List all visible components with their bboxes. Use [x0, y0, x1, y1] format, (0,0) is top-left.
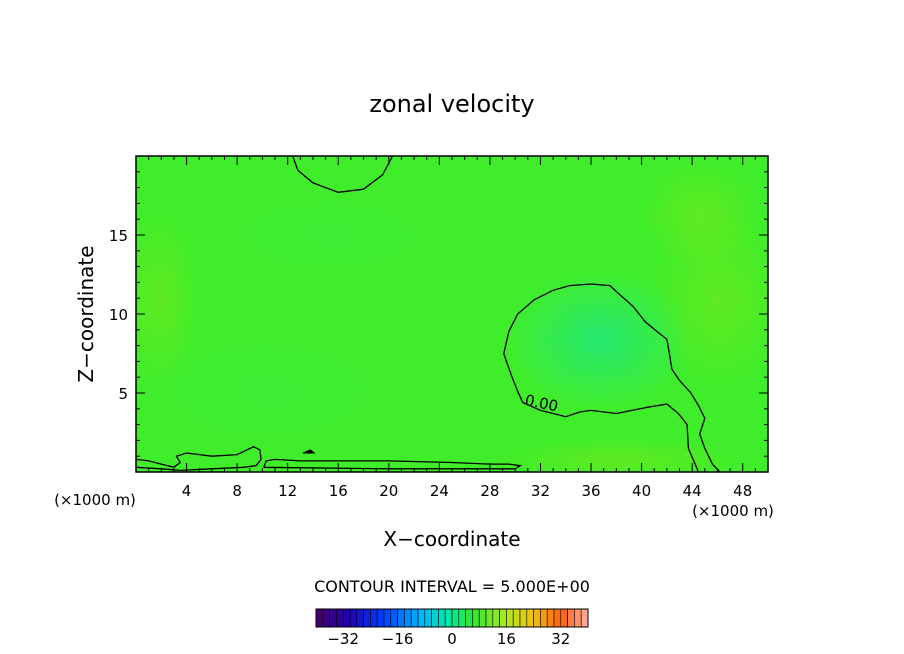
x-tick-label: 40 [632, 482, 651, 500]
colorbar-tick-label: 0 [447, 630, 457, 648]
x-tick-label: 24 [430, 482, 449, 500]
x-tick-label: 4 [182, 482, 192, 500]
axis-ticks [135, 156, 769, 472]
contour-line-small [302, 449, 316, 454]
colorbar-segment [370, 608, 378, 628]
colorbar [315, 608, 589, 628]
colorbar-segment [574, 608, 582, 628]
x-tick-label: 32 [531, 482, 550, 500]
colorbar-segment [336, 608, 344, 628]
colorbar-segment [472, 608, 480, 628]
colorbar-segment [451, 608, 460, 628]
colorbar-segment [424, 608, 432, 628]
colorbar-segment [329, 608, 337, 628]
colorbar-segment [526, 608, 534, 628]
y-tick-label: 5 [118, 385, 128, 403]
colorbar-segment [478, 608, 487, 628]
colorbar-segment [512, 608, 521, 628]
velocity-field [136, 156, 768, 472]
colorbar-segment [417, 608, 426, 628]
y-tick-label: 15 [109, 227, 128, 245]
y-tick-label: 10 [109, 306, 128, 324]
colorbar-segment [444, 608, 453, 628]
colorbar-segment [363, 608, 371, 628]
colorbar-segment [315, 608, 324, 628]
x-unit-left: (×1000 m) [54, 491, 136, 509]
colorbar-segment [376, 608, 385, 628]
colorbar-segment [546, 608, 555, 628]
colorbar-segment [356, 608, 364, 628]
colorbar-segment [397, 608, 405, 628]
colorbar-segment [410, 608, 419, 628]
colorbar-segment [492, 608, 500, 628]
x-tick-label: 48 [733, 482, 752, 500]
x-tick-label: 16 [329, 482, 348, 500]
x-tick-label: 28 [480, 482, 499, 500]
colorbar-segment [322, 608, 330, 628]
colorbar-segment [567, 608, 575, 628]
colorbar-segment [404, 608, 412, 628]
colorbar-segment [485, 608, 494, 628]
colorbar-tick-label: 16 [497, 630, 516, 648]
colorbar-segment [438, 608, 446, 628]
colorbar-tick-label: −16 [382, 630, 414, 648]
colorbar-segment [465, 608, 473, 628]
contour-interval-text: CONTOUR INTERVAL = 5.000E+00 [314, 577, 590, 596]
x-unit-right: (×1000 m) [692, 502, 774, 520]
colorbar-segment [383, 608, 392, 628]
colorbar-segment [499, 608, 507, 628]
x-tick-label: 20 [379, 482, 398, 500]
y-axis-label: Z−coordinate [74, 245, 98, 382]
x-tick-label: 44 [683, 482, 702, 500]
colorbar-segment [553, 608, 562, 628]
colorbar-segment [390, 608, 398, 628]
colorbar-segment [342, 608, 351, 628]
contour-line-bottom-left [136, 445, 262, 472]
chart-title: zonal velocity [369, 90, 534, 118]
contour-line-upper-lobe [292, 156, 394, 193]
colorbar-segment [560, 608, 568, 628]
colorbar-segment [540, 608, 548, 628]
colorbar-segment [506, 608, 514, 628]
colorbar-segment [349, 608, 358, 628]
colorbar-tick-label: −32 [327, 630, 359, 648]
colorbar-segment [533, 608, 541, 628]
x-tick-label: 8 [232, 482, 242, 500]
colorbar-segment [458, 608, 466, 628]
x-axis-label: X−coordinate [383, 527, 520, 551]
colorbar-segment [580, 608, 589, 628]
colorbar-tick-label: 32 [551, 630, 570, 648]
x-tick-label: 12 [278, 482, 297, 500]
colorbar-segment [431, 608, 439, 628]
colorbar-frame [315, 608, 589, 628]
colorbar-segment [519, 608, 528, 628]
contour-line-right-lobe [503, 283, 721, 472]
x-tick-label: 36 [581, 482, 600, 500]
